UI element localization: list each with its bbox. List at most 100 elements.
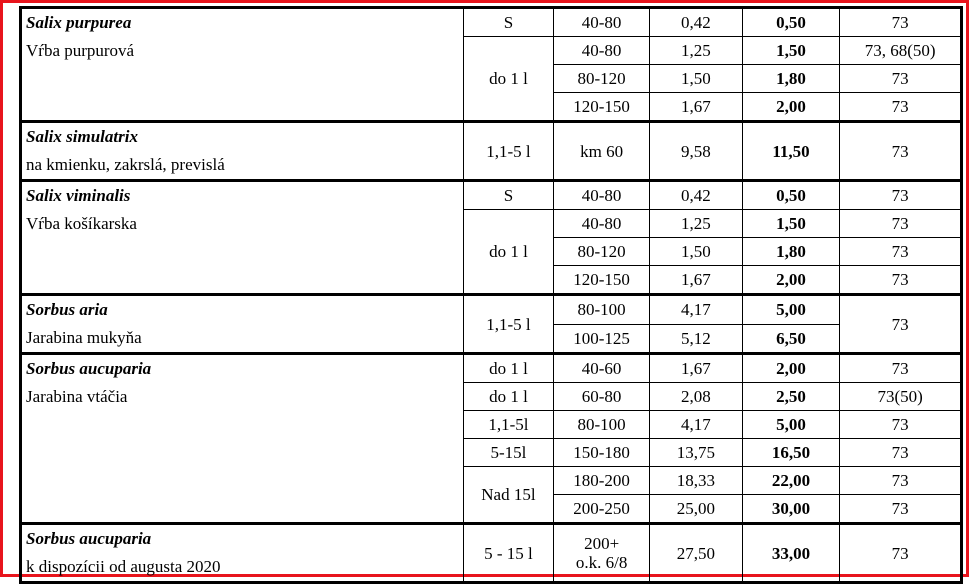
height-cell: 100-125 [553, 323, 650, 354]
price-vat-cell: 1,80 [741, 64, 841, 93]
height-cell: 120-150 [553, 265, 650, 295]
price-vat-cell: 1,50 [741, 209, 841, 238]
ref-cell: 73(50) [839, 382, 962, 411]
price-vat-cell: 1,80 [741, 237, 841, 266]
pot-cell: 5 - 15 l [462, 522, 555, 583]
price-vat-cell: 0,50 [741, 179, 841, 210]
price-vat-cell: 0,50 [741, 6, 841, 37]
height-cell: 200+ o.k. 6/8 [553, 522, 650, 583]
table-row: 120-150 1,67 2,00 73 [21, 92, 962, 122]
price-vat-cell: 2,00 [741, 265, 841, 295]
price-cell: 2,08 [648, 382, 743, 411]
ref-cell: 73 [839, 92, 962, 122]
ref-cell: 73 [839, 293, 962, 354]
height-cell: 40-60 [553, 352, 650, 383]
height-cell: 80-120 [553, 237, 650, 266]
pot-cell: S [462, 179, 555, 210]
price-cell: 27,50 [648, 522, 743, 583]
latin-name: Sorbus aucuparia [26, 359, 152, 378]
pot-cell: 5-15l [462, 438, 555, 467]
height-cell: 200-250 [553, 494, 650, 524]
latin-name: Sorbus aria [26, 300, 108, 319]
common-name: Jarabina vtáčia [26, 387, 128, 406]
ref-cell: 73 [839, 265, 962, 295]
ref-cell: 73 [839, 522, 962, 583]
table-row: 100-125 5,12 6,50 [21, 323, 962, 354]
table-row: 80-120 1,50 1,80 73 [21, 237, 962, 266]
ref-cell: 73 [839, 6, 962, 37]
pot-cell: do 1 l [462, 209, 555, 295]
pot-cell: Nad 15l [462, 466, 555, 524]
price-cell: 1,25 [648, 209, 743, 238]
species-cell: Salix viminalis Vŕba košíkarska [20, 179, 464, 295]
height-cell: 40-80 [553, 179, 650, 210]
table-row: do 1 l 40-80 1,25 1,50 73 [21, 209, 962, 295]
price-cell: 9,58 [648, 120, 743, 181]
price-vat-cell: 22,00 [741, 466, 841, 495]
height-cell: 80-100 [553, 410, 650, 439]
common-name: k dispozícii od augusta 2020 [26, 557, 221, 576]
price-vat-cell: 11,50 [741, 120, 841, 181]
price-vat-cell: 1,50 [741, 36, 841, 65]
price-vat-cell: 5,00 [741, 293, 841, 325]
table-row: Salix viminalis Vŕba košíkarska S 40-80 0,42… [20, 179, 962, 295]
common-name: Vŕba košíkarska [26, 214, 137, 233]
ref-cell: 73 [839, 494, 962, 524]
price-vat-cell: 33,00 [741, 522, 841, 583]
ref-cell: 73 [839, 179, 962, 210]
height-cell: 60-80 [553, 382, 650, 411]
height-cell: 150-180 [553, 438, 650, 467]
ref-cell: 73 [839, 438, 962, 467]
table-row: Salix simulatrix na kmienku, zakrslá, pre… [20, 120, 962, 181]
ref-cell: 73 [839, 466, 962, 495]
species-cell: Sorbus aria Jarabina mukyňa [20, 293, 464, 354]
price-vat-cell: 2,50 [741, 382, 841, 411]
height-cell: 80-120 [553, 64, 650, 93]
table-row: do 1 l 40-80 1,25 1,50 73, 68(50) [21, 36, 962, 122]
common-name: Jarabina mukyňa [26, 328, 142, 347]
table-row: 5-15l 150-180 13,75 16,50 73 [21, 438, 962, 467]
height-cell: 40-80 [553, 36, 650, 65]
species-cell: Sorbus aucuparia Jarabina vtáčia [20, 352, 464, 524]
price-cell: 1,50 [648, 237, 743, 266]
pot-cell: 1,1-5 l [462, 293, 555, 354]
ref-cell: 73 [839, 237, 962, 266]
price-cell: 1,25 [648, 36, 743, 65]
height-cell: 80-100 [553, 293, 650, 325]
price-vat-cell: 5,00 [741, 410, 841, 439]
latin-name: Salix viminalis [26, 186, 131, 205]
price-cell: 5,12 [648, 323, 743, 354]
height-cell: 180-200 [553, 466, 650, 495]
price-cell: 1,67 [648, 92, 743, 122]
table-row: Nad 15l 180-200 18,33 22,00 73 [21, 466, 962, 524]
ref-cell: 73 [839, 64, 962, 93]
price-cell: 13,75 [648, 438, 743, 467]
height-cell: km 60 [553, 120, 650, 181]
height-cell: 120-150 [553, 92, 650, 122]
price-vat-cell: 16,50 [741, 438, 841, 467]
pot-cell: do 1 l [462, 382, 555, 411]
pot-cell: 1,1-5 l [462, 120, 555, 181]
table-body: Salix purpurea Vŕba purpurová S 40-80 0,42 0,… [20, 6, 962, 583]
pot-cell: 1,1-5l [462, 410, 555, 439]
price-cell: 0,42 [648, 179, 743, 210]
species-cell: Salix purpurea Vŕba purpurová [20, 6, 464, 122]
pot-cell: do 1 l [462, 352, 555, 383]
price-cell: 0,42 [648, 6, 743, 37]
ref-cell: 73 [839, 410, 962, 439]
table-row: 80-120 1,50 1,80 73 [21, 64, 962, 93]
price-vat-cell: 2,00 [741, 352, 841, 383]
price-cell: 1,67 [648, 265, 743, 295]
price-cell: 4,17 [648, 410, 743, 439]
latin-name: Salix purpurea [26, 13, 132, 32]
latin-name: Sorbus aucuparia [26, 529, 152, 548]
price-cell: 1,50 [648, 64, 743, 93]
price-cell: 4,17 [648, 293, 743, 325]
pot-cell: do 1 l [462, 36, 555, 122]
table-row: Sorbus aucuparia Jarabina vtáčia do 1 l 40-… [20, 352, 962, 524]
common-name: Vŕba purpurová [26, 41, 135, 60]
latin-name: Salix simulatrix [26, 127, 138, 146]
species-cell: Salix simulatrix na kmienku, zakrslá, pre… [20, 120, 464, 181]
price-cell: 25,00 [648, 494, 743, 524]
